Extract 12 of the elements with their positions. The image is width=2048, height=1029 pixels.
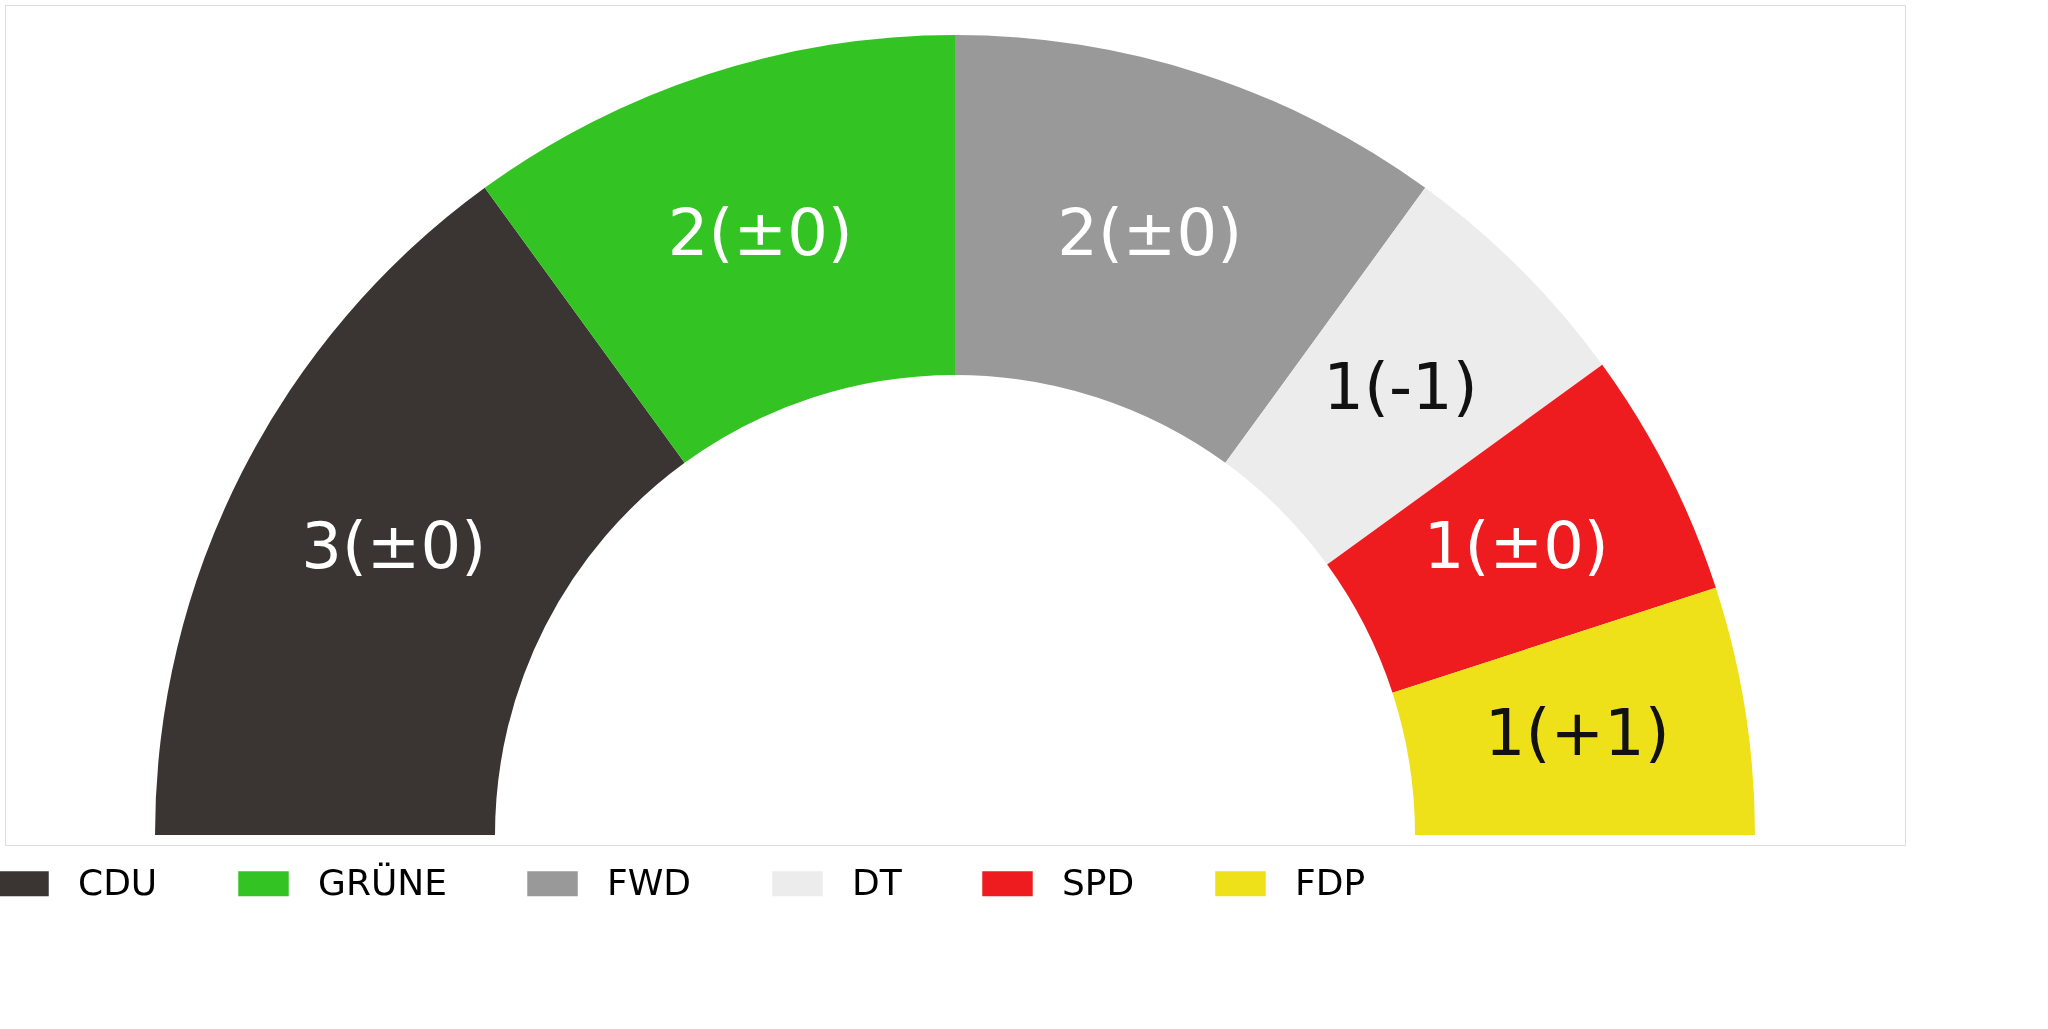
data-label: 2(±0) — [667, 195, 853, 270]
data-label: 1(±0) — [1423, 508, 1609, 583]
legend-label: FDP — [1295, 861, 1366, 903]
legend-label: GRÜNE — [318, 861, 447, 903]
legend-label: FWD — [607, 861, 692, 903]
legend-label: CDU — [78, 861, 158, 903]
data-label: 1(-1) — [1323, 349, 1478, 424]
data-label: 2(±0) — [1057, 195, 1243, 270]
data-label: 1(+1) — [1484, 696, 1670, 771]
legend-label: DT — [852, 861, 903, 903]
legend-label: SPD — [1062, 861, 1135, 903]
data-label: 3(±0) — [301, 508, 487, 583]
